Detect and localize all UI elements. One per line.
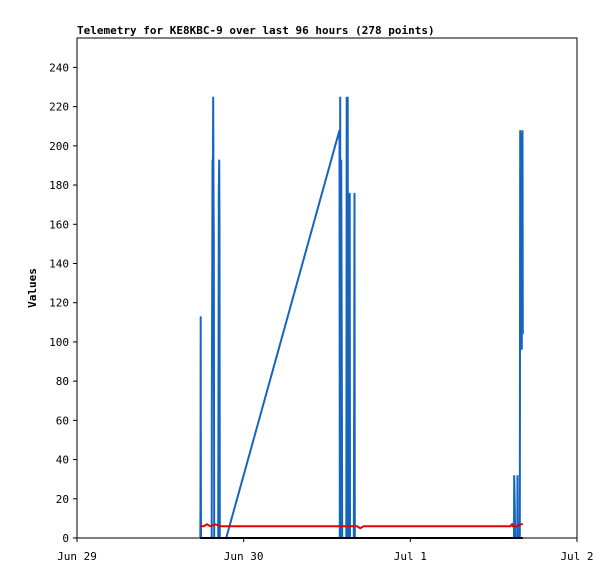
y-tick-label: 20 [56, 493, 69, 506]
y-tick-label: 40 [56, 454, 69, 467]
y-tick-label: 140 [49, 257, 69, 270]
series-layer [199, 96, 524, 539]
y-tick-label: 100 [49, 336, 69, 349]
y-axis-label: Values [26, 268, 39, 308]
series-line-1 [200, 522, 523, 530]
x-tick-label: Jun 29 [57, 550, 97, 563]
y-tick-label: 220 [49, 101, 69, 114]
x-tick-label: Jun 30 [224, 550, 264, 563]
y-tick-label: 60 [56, 414, 69, 427]
y-tick-label: 160 [49, 218, 69, 231]
x-tick-label: Jul 1 [394, 550, 427, 563]
y-tick-label: 180 [49, 179, 69, 192]
x-axis: Jun 29 Jun 30 Jul 1 Jul 2 [57, 538, 594, 563]
chart-title: Telemetry for KE8KBC-9 over last 96 hour… [77, 24, 435, 37]
y-tick-label: 240 [49, 61, 69, 74]
y-tick-label: 80 [56, 375, 69, 388]
plot-area [76, 37, 578, 539]
y-tick-label: 120 [49, 297, 69, 310]
y-axis: 0 20 40 60 80 100 120 140 160 180 200 220 240 [49, 61, 77, 545]
y-tick-label: 200 [49, 140, 69, 153]
x-tick-label: Jul 2 [560, 550, 593, 563]
y-tick-label: 0 [62, 532, 69, 545]
